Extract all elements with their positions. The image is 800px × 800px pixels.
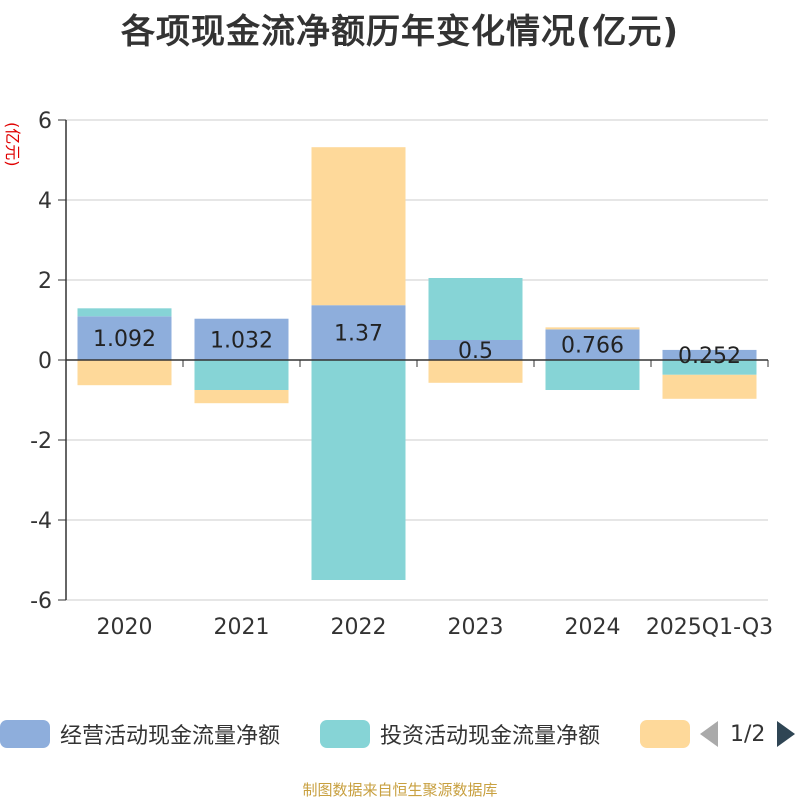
bar-series-1-2023[interactable] [428, 278, 523, 340]
legend-swatch-financing [640, 720, 690, 748]
bar-series-1-2020[interactable] [77, 308, 172, 317]
bar-series-0-2024[interactable] [545, 329, 640, 360]
legend-label-investing: 投资活动现金流量净额 [380, 724, 601, 749]
bars [77, 147, 757, 580]
data-label: 1.092 [93, 327, 156, 352]
legend-item-operating[interactable]: 经营活动现金流量净额 [0, 714, 280, 754]
y-tick-label: -2 [30, 429, 52, 454]
x-tick-label: 2023 [448, 615, 504, 640]
data-label: 0.5 [458, 339, 493, 364]
bar-series-1-2022[interactable] [311, 360, 406, 580]
legend-label-operating: 经营活动现金流量净额 [60, 724, 281, 749]
x-tick-label: 2024 [565, 615, 621, 640]
legend-next-page-icon[interactable] [777, 721, 796, 747]
data-labels: 1.092 1.032 1.37 0.5 0.766 0.252 [93, 322, 741, 369]
x-tick-label: 2025Q1-Q3 [646, 615, 773, 640]
bar-series-2-2024[interactable] [545, 327, 640, 330]
legend-item-financing[interactable] [640, 714, 700, 754]
chart-title: 各项现金流净额历年变化情况(亿元) [120, 12, 680, 52]
data-label: 1.032 [210, 328, 273, 353]
y-tick-label: 6 [38, 109, 52, 134]
bar-series-1-2021[interactable] [194, 360, 289, 390]
bar-series-2-2021[interactable] [194, 390, 289, 404]
data-label: 0.252 [678, 344, 741, 369]
legend: 经营活动现金流量净额 投资活动现金流量净额 1/2 [0, 714, 800, 754]
data-label: 0.766 [561, 334, 624, 359]
axes: 6 4 2 0 -2 -4 -6 2020 2021 2022 2023 2024 2025Q1-Q3 [30, 109, 773, 640]
bar-series-0-2020[interactable] [77, 316, 172, 360]
bar-series-1-2024[interactable] [545, 360, 640, 390]
legend-page-indicator: 1/2 [730, 721, 766, 747]
bar-series-0-2022[interactable] [311, 305, 406, 360]
x-tick-label: 2020 [97, 615, 153, 640]
bar-series-2-2023[interactable] [428, 360, 523, 383]
bar-series-2-2020[interactable] [77, 360, 172, 386]
bar-series-0-2023[interactable] [428, 340, 523, 360]
data-label: 1.37 [334, 322, 383, 347]
legend-pager: 1/2 [700, 714, 796, 754]
bar-series-2-2022[interactable] [311, 147, 406, 306]
y-tick-label: -4 [30, 509, 52, 534]
legend-swatch-operating [0, 720, 50, 748]
y-tick-label: -6 [30, 589, 52, 614]
bar-series-2-2025Q1-Q3[interactable] [662, 374, 757, 399]
y-tick-label: 0 [38, 349, 52, 374]
legend-swatch-investing [320, 720, 370, 748]
bar-series-0-2025Q1-Q3[interactable] [662, 349, 757, 360]
x-tick-label: 2021 [214, 615, 270, 640]
bar-series-1-2025Q1-Q3[interactable] [662, 360, 757, 375]
x-tick-label: 2022 [331, 615, 387, 640]
y-tick-label: 2 [38, 269, 52, 294]
y-tick-label: 4 [38, 189, 52, 214]
legend-prev-page-icon[interactable] [700, 721, 718, 747]
data-source-note: 制图数据来自恒生聚源数据库 [302, 781, 498, 799]
bar-series-0-2021[interactable] [194, 318, 289, 360]
legend-item-investing[interactable]: 投资活动现金流量净额 [320, 714, 600, 754]
